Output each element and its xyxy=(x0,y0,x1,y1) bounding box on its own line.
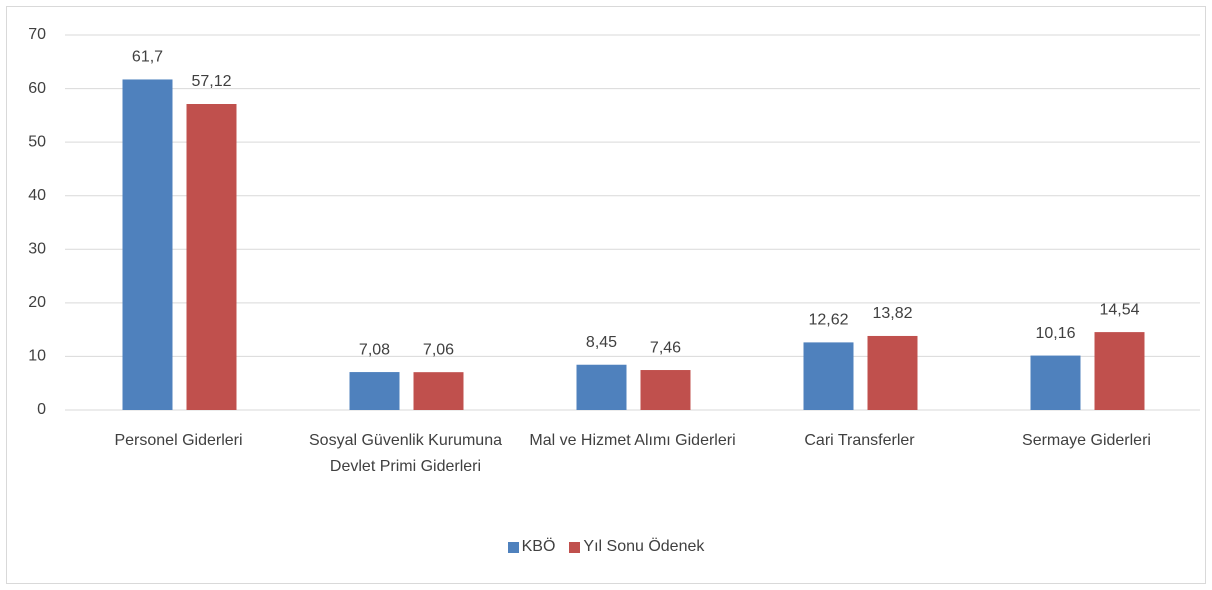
y-tick-label: 70 xyxy=(28,26,46,43)
data-label: 7,06 xyxy=(423,341,454,358)
y-tick-label: 40 xyxy=(28,187,46,204)
bar xyxy=(186,104,237,410)
legend-item: KBÖ xyxy=(507,538,556,556)
bar xyxy=(122,79,173,410)
legend-swatch xyxy=(507,541,519,553)
y-tick-label: 30 xyxy=(28,241,46,258)
y-tick-label: 0 xyxy=(37,401,46,418)
x-tick-label: Personel Giderleri xyxy=(114,432,243,449)
data-label: 7,46 xyxy=(650,339,681,356)
bar xyxy=(413,372,464,410)
bar xyxy=(640,370,691,410)
data-label: 61,7 xyxy=(132,49,163,66)
bar xyxy=(1094,332,1145,410)
data-label: 10,16 xyxy=(1035,325,1075,342)
data-label: 13,82 xyxy=(872,305,912,322)
bar xyxy=(349,372,400,410)
data-label: 7,08 xyxy=(359,341,390,358)
chart-border xyxy=(6,6,1206,584)
bar xyxy=(1030,355,1081,410)
x-tick-label: Mal ve Hizmet Alımı Giderleri xyxy=(529,432,736,449)
data-label: 57,12 xyxy=(191,73,231,90)
bar xyxy=(803,342,854,410)
legend: KBÖ Yıl Sonu Ödenek xyxy=(0,538,1212,556)
legend-label: Yıl Sonu Ödenek xyxy=(583,538,705,555)
legend-swatch xyxy=(569,541,581,553)
legend-item: Yıl Sonu Ödenek xyxy=(569,538,704,556)
y-tick-label: 50 xyxy=(28,133,46,150)
legend-label: KBÖ xyxy=(521,538,556,555)
bar xyxy=(576,364,627,410)
x-tick-label: Cari Transferler xyxy=(804,432,915,449)
data-label: 8,45 xyxy=(586,334,617,351)
y-tick-label: 10 xyxy=(28,348,46,365)
y-tick-label: 20 xyxy=(28,294,46,311)
x-tick-label: Sermaye Giderleri xyxy=(1022,432,1151,449)
data-label: 14,54 xyxy=(1099,301,1139,318)
x-tick-label: Sosyal Güvenlik Kurumuna Devlet Primi Gi… xyxy=(309,432,502,475)
data-label: 12,62 xyxy=(808,312,848,329)
y-tick-label: 60 xyxy=(28,80,46,97)
bar xyxy=(867,335,918,410)
